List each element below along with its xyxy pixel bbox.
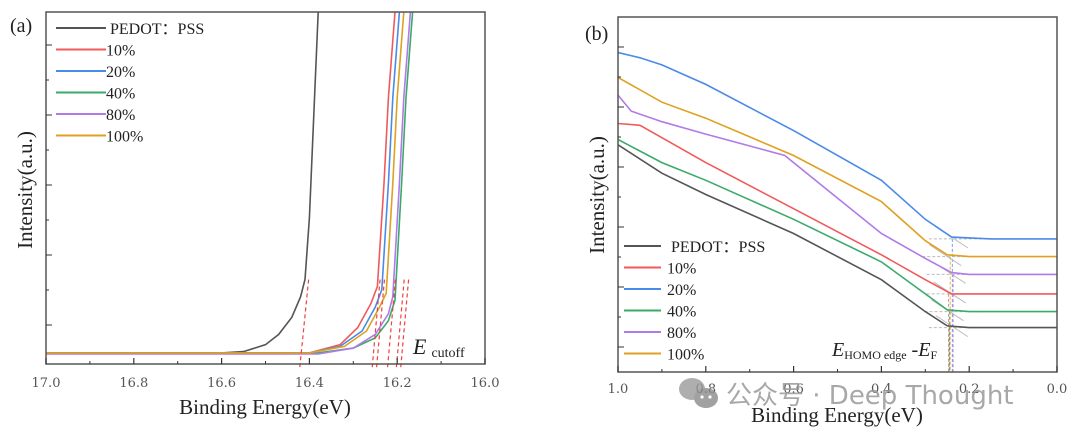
legend-label: 100%	[106, 129, 143, 146]
panel-a-cutoff-guides	[299, 279, 410, 370]
legend-label: PEDOT：PSS	[110, 21, 204, 38]
cutoff-guide-3	[399, 279, 410, 370]
edge-tangent-5	[928, 244, 962, 267]
annot-b-mid: -	[907, 339, 919, 361]
panel-a-y-axis-title: Intensity(a.u.)	[13, 131, 37, 249]
x-tick-label: 16.2	[383, 376, 412, 391]
annot-b-sub2: F	[930, 348, 937, 362]
series-line-a-4	[46, 12, 412, 355]
x-tick-label: 17.0	[32, 376, 61, 391]
annot-b-main2: E	[917, 339, 930, 361]
panel-b-y-axis-title: Intensity(a.u.)	[585, 136, 609, 254]
panel-a-x-ticks: 17.0 16.8 16.6 16.4 16.2 16.0	[32, 358, 500, 391]
series-line-a-0	[46, 12, 319, 354]
cutoff-guide-2	[375, 279, 386, 370]
legend-label: 40%	[667, 304, 696, 321]
series-line-b-0	[618, 144, 1057, 329]
annot-b-main: E	[831, 339, 844, 361]
cutoff-guide-1	[371, 279, 381, 370]
legend-label: PEDOT：PSS	[671, 239, 765, 256]
panel-a-label: (a)	[10, 15, 32, 37]
legend-label: 100%	[667, 347, 704, 364]
panel-b-label: (b)	[585, 23, 608, 45]
cutoff-guide-4	[395, 279, 405, 370]
panel-b-legend: PEDOT：PSS 10% 20% 40% 80% 100%	[624, 239, 765, 364]
annot-a-main: E	[412, 334, 427, 359]
cutoff-guide-0	[299, 279, 310, 370]
panel-b-x-axis-title: Binding Energy(eV)	[751, 403, 923, 427]
x-tick-label: 16.8	[119, 376, 148, 391]
legend-label: 40%	[106, 86, 135, 103]
panel-b-annotation: EHOMO edge -EF	[831, 339, 937, 362]
x-tick-label: 0.0	[1047, 382, 1068, 397]
legend-label: 20%	[106, 64, 135, 81]
panel-a-x-axis-title: Binding Energy(eV)	[179, 395, 351, 419]
series-line-b-2	[618, 51, 1057, 240]
x-tick-label: 0.6	[783, 382, 804, 397]
panel-b-curves	[618, 51, 1057, 329]
watermark: 公众号 · Deep Thought	[679, 378, 1014, 411]
x-tick-label: 1.0	[608, 382, 629, 397]
series-line-a-2	[46, 12, 401, 354]
x-tick-label: 16.0	[471, 376, 500, 391]
series-line-b-3	[618, 138, 1057, 313]
legend-label: 10%	[106, 43, 135, 60]
series-line-b-1	[618, 122, 1057, 295]
cutoff-guide-5	[386, 279, 397, 370]
x-tick-label: 16.4	[295, 376, 324, 391]
annot-a-sub: cutoff	[431, 346, 465, 361]
panel-a-y-ticks	[46, 44, 52, 326]
series-line-a-3	[46, 12, 414, 354]
legend-label: 80%	[106, 107, 135, 124]
x-tick-label: 16.6	[207, 376, 236, 391]
series-line-a-1	[46, 12, 396, 354]
watermark-text: 公众号 · Deep Thought	[726, 381, 1014, 411]
legend-label: 10%	[667, 261, 696, 278]
series-line-b-5	[618, 76, 1057, 258]
legend-label: 80%	[667, 325, 696, 342]
x-tick-label: 0.2	[959, 382, 980, 397]
panel-b-edge-guides	[922, 226, 994, 372]
x-tick-label: 0.4	[871, 382, 892, 397]
series-line-b-4	[618, 94, 1057, 276]
legend-label: 20%	[667, 282, 696, 299]
wechat-icon	[679, 378, 718, 408]
panel-a-legend: PEDOT：PSS 10% 20% 40% 80% 100%	[56, 21, 204, 146]
panel-a: (a) 17.0 16.8 16.6 16.4 16.2 16.0 PEDOT：PSS 10…	[10, 11, 500, 419]
panel-b-y-ticks	[618, 46, 624, 348]
series-line-a-5	[46, 12, 405, 354]
annot-b-sub: HOMO edge	[844, 348, 906, 362]
panel-a-curves	[46, 12, 414, 355]
panel-b: (b) 1.00.80.60.40.20.0 PEDOT：PSS10%20%40…	[585, 16, 1068, 427]
